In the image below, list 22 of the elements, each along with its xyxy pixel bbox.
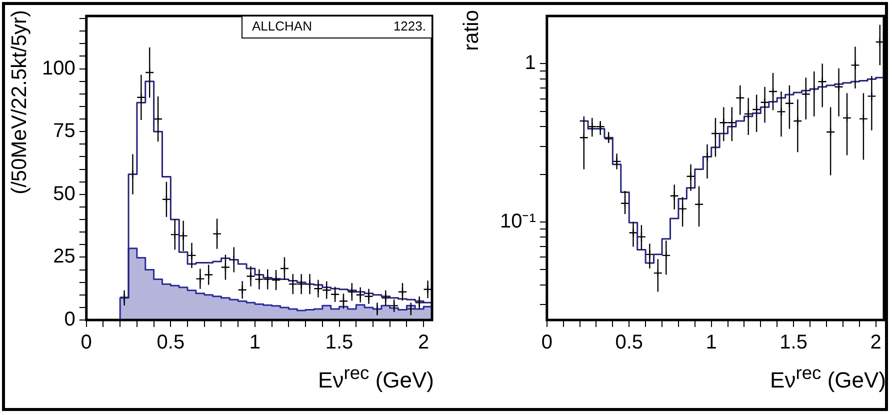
x-tick-label: 0 [80, 332, 92, 354]
x-tick-label: 2 [870, 332, 882, 354]
x-tick-label: 0 [541, 332, 552, 354]
x-tick-label: 0.5 [156, 332, 185, 354]
annotation: ALLCHAN [252, 18, 312, 34]
y-axis-title: (/50MeV/22.5kt/5yr) [8, 10, 32, 194]
y-tick-label: 75 [53, 120, 76, 142]
x-tick-label: 1 [249, 332, 261, 354]
y-tick-label: 100 [42, 57, 76, 80]
x-tick-label: 1 [706, 332, 717, 354]
x-tick-label: 1.5 [780, 332, 808, 354]
x-axis-title: Eν$^{rec}$ (GeV) [318, 362, 434, 394]
y-tick-label: 0 [64, 308, 76, 331]
y-tick-label: 25 [53, 246, 76, 268]
x-tick-label: 1.5 [325, 332, 354, 354]
x-tick-label: 2 [418, 332, 430, 354]
x-tick-label: 0.5 [615, 332, 644, 354]
y-tick-label: 10⁻¹ [500, 210, 536, 232]
y-tick-label: 50 [53, 182, 76, 205]
annotation: 1223. [393, 18, 426, 34]
x-axis-title: Eν$^{rec}$ (GeV) [770, 362, 886, 394]
y-axis-title: ratio [460, 10, 484, 51]
